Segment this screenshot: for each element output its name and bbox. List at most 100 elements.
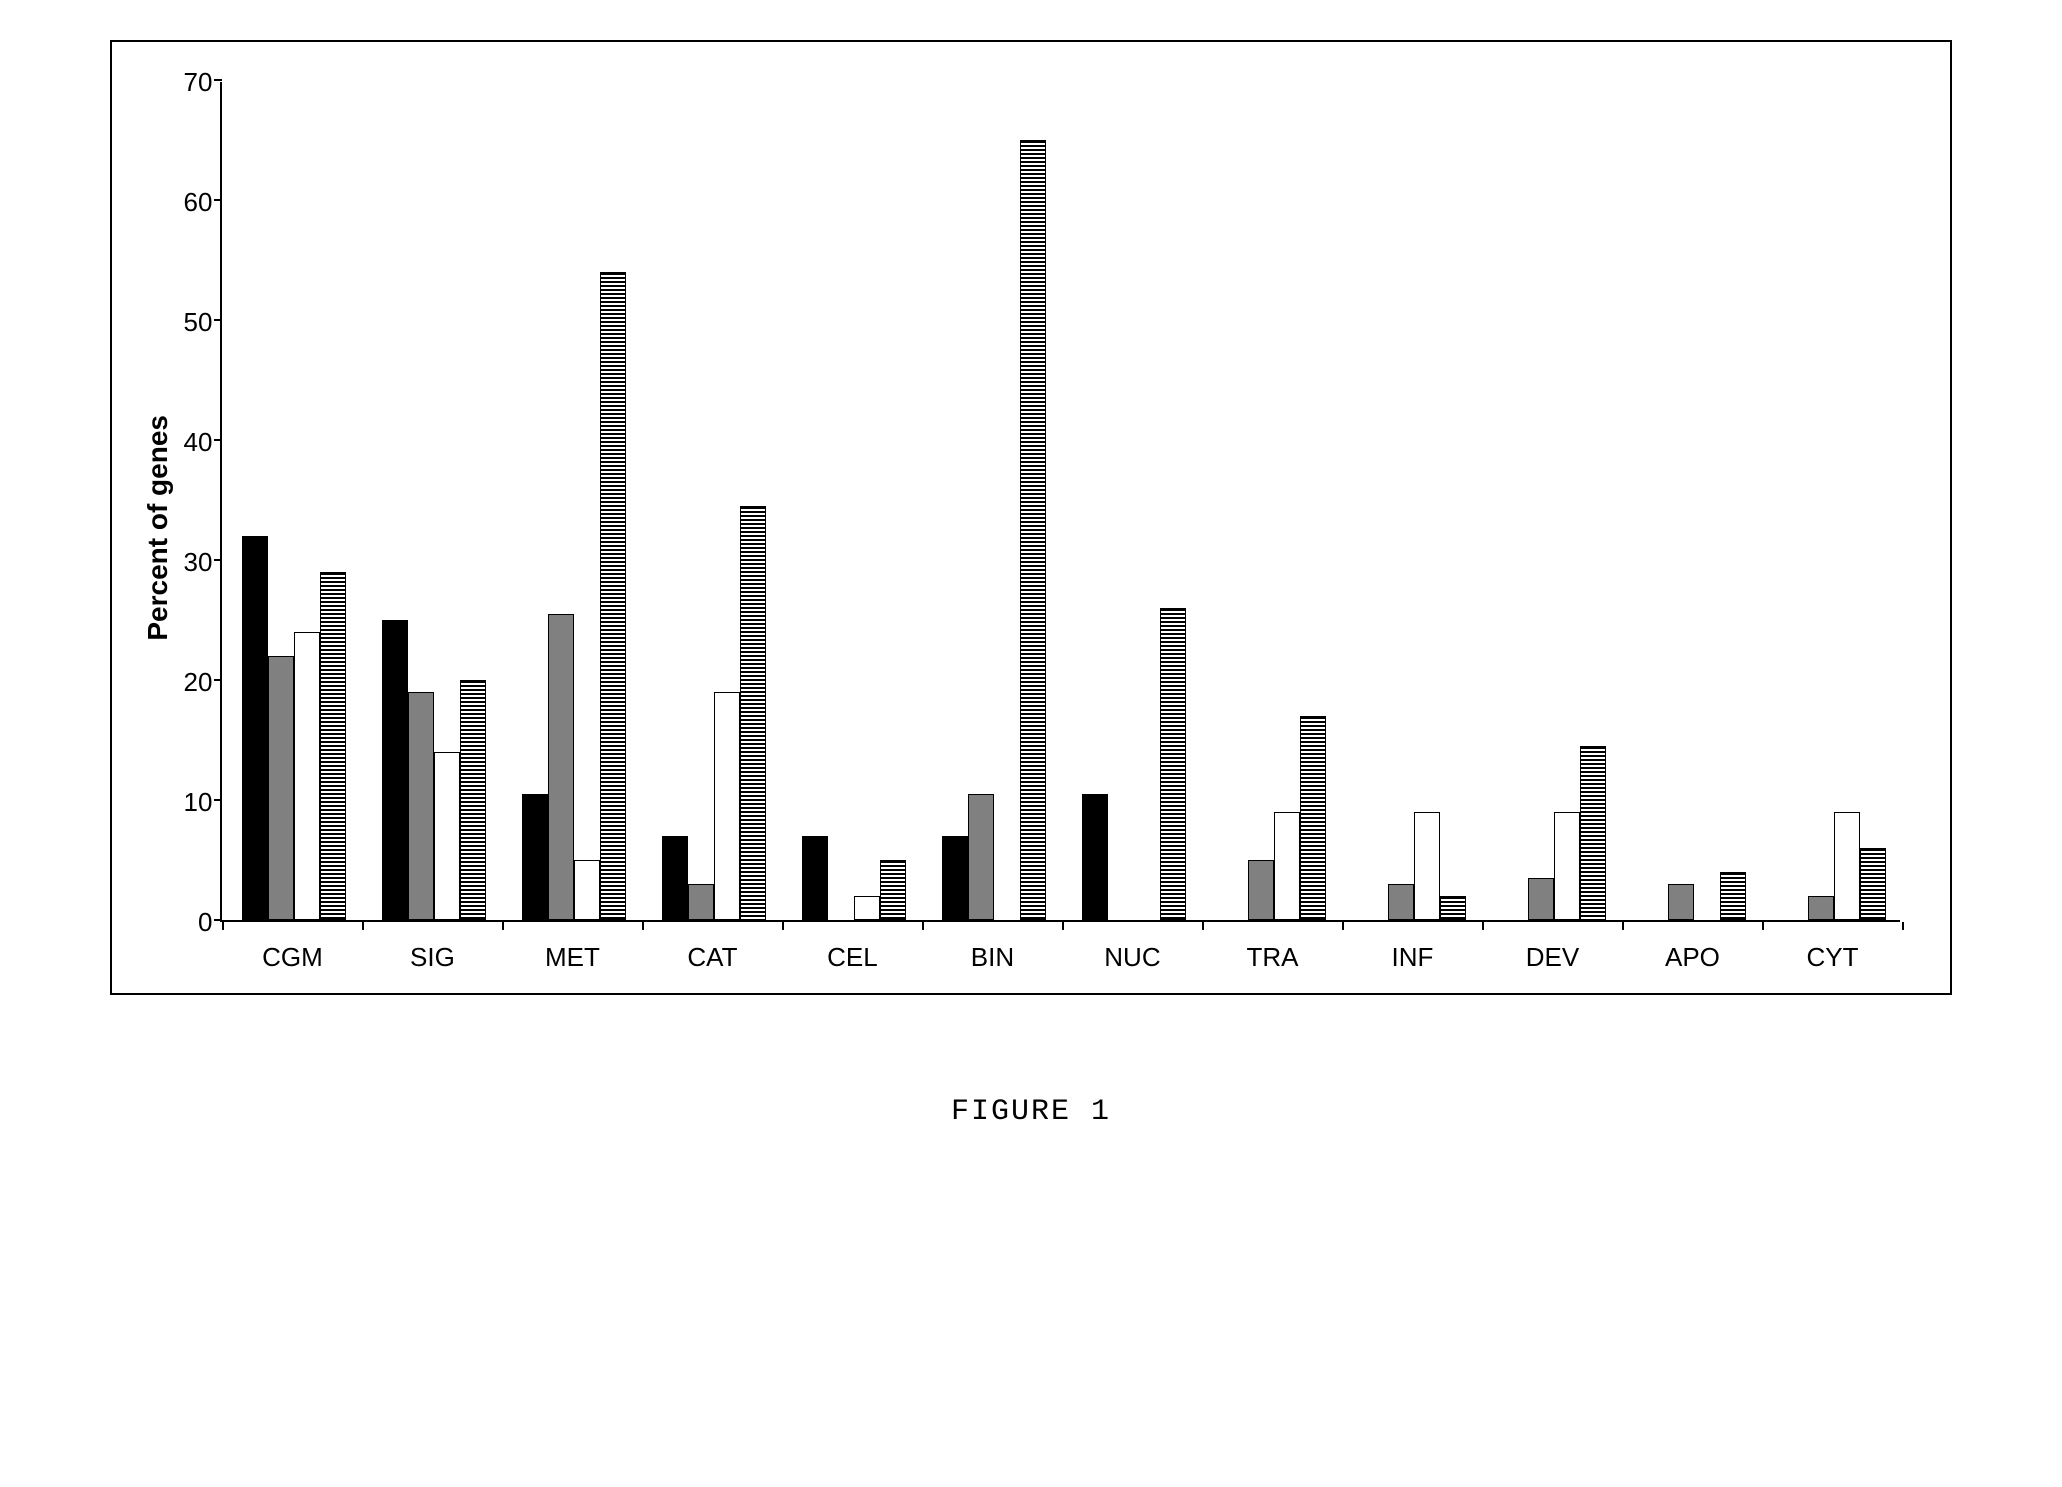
- chart-frame: Percent of genes 70 60 50 40 30 20 10 0 CGM SIG M…: [110, 40, 1953, 995]
- y-tick-mark: [214, 319, 222, 321]
- x-axis-label: CGM: [240, 942, 344, 973]
- bar-group: [1222, 82, 1326, 920]
- y-tick-label: 20: [184, 669, 213, 695]
- plot-wrapper: CGM SIG MET CAT CEL BIN NUC TRA INF DEV APO CYT: [220, 82, 1920, 973]
- x-tick-mark: [1062, 922, 1064, 930]
- bar: [1808, 896, 1834, 920]
- bar: [1300, 716, 1326, 920]
- bar: [460, 680, 486, 920]
- x-tick-mark: [1902, 922, 1904, 930]
- chart-area: Percent of genes 706050403020100 CGMSIGM…: [142, 82, 1921, 973]
- bar: [802, 836, 828, 920]
- bar-group: [242, 82, 346, 920]
- x-tick-mark: [502, 922, 504, 930]
- bar: [854, 896, 880, 920]
- bar: [382, 620, 408, 920]
- x-axis-label: NUC: [1080, 942, 1184, 973]
- bar: [320, 572, 346, 920]
- x-tick-mark: [1622, 922, 1624, 930]
- bar: [1248, 860, 1274, 920]
- x-axis-label: CYT: [1780, 942, 1884, 973]
- bar-group: [1782, 82, 1886, 920]
- x-tick-mark: [222, 922, 224, 930]
- y-tick-marks: [214, 82, 222, 920]
- x-axis-label: BIN: [940, 942, 1044, 973]
- y-tick-mark: [214, 79, 222, 81]
- x-axis-labels: CGM SIG MET CAT CEL BIN NUC TRA INF DEV APO CYT: [220, 942, 1920, 973]
- bar: [574, 860, 600, 920]
- bar: [294, 632, 320, 920]
- x-tick-marks: [220, 922, 1900, 930]
- y-tick-mark: [214, 679, 222, 681]
- y-axis-label: Percent of genes: [142, 415, 174, 641]
- plot-area: [220, 82, 1900, 922]
- y-tick-label: 0: [198, 909, 212, 935]
- x-tick-mark: [922, 922, 924, 930]
- bar-group: [1082, 82, 1186, 920]
- y-tick-label: 40: [184, 429, 213, 455]
- y-tick-mark: [214, 439, 222, 441]
- bar-group: [942, 82, 1046, 920]
- x-axis-label: SIG: [380, 942, 484, 973]
- y-tick-mark: [214, 559, 222, 561]
- bar-groups: [222, 82, 1922, 920]
- bar-group: [1362, 82, 1466, 920]
- bar: [1274, 812, 1300, 920]
- bar-group: [1642, 82, 1746, 920]
- bar-group: [1502, 82, 1606, 920]
- bar: [1834, 812, 1860, 920]
- y-tick-label: 10: [184, 789, 213, 815]
- bar: [740, 506, 766, 920]
- x-tick-mark: [782, 922, 784, 930]
- x-tick-mark: [1342, 922, 1344, 930]
- x-tick-mark: [642, 922, 644, 930]
- y-tick-label: 50: [184, 309, 213, 335]
- bar: [1082, 794, 1108, 920]
- bar: [662, 836, 688, 920]
- bar: [522, 794, 548, 920]
- x-axis-label: CAT: [660, 942, 764, 973]
- bar: [548, 614, 574, 920]
- bar: [1160, 608, 1186, 920]
- bar: [242, 536, 268, 920]
- x-axis-label: INF: [1360, 942, 1464, 973]
- y-tick-label: 60: [184, 189, 213, 215]
- y-tick-mark: [214, 919, 222, 921]
- x-tick-mark: [1762, 922, 1764, 930]
- bar: [1528, 878, 1554, 920]
- bar: [434, 752, 460, 920]
- bar: [968, 794, 994, 920]
- bar: [688, 884, 714, 920]
- bar: [880, 860, 906, 920]
- x-tick-mark: [362, 922, 364, 930]
- bar: [408, 692, 434, 920]
- y-tick-mark: [214, 799, 222, 801]
- bar: [268, 656, 294, 920]
- y-tick-mark: [214, 199, 222, 201]
- figure-caption: FIGURE 1: [951, 1095, 1111, 1129]
- bar: [1668, 884, 1694, 920]
- bar: [1414, 812, 1440, 920]
- bar: [1720, 872, 1746, 920]
- x-axis-label: MET: [520, 942, 624, 973]
- x-tick-mark: [1202, 922, 1204, 930]
- bar-group: [662, 82, 766, 920]
- y-tick-label: 30: [184, 549, 213, 575]
- bar: [942, 836, 968, 920]
- bar: [1440, 896, 1466, 920]
- x-tick-mark: [1482, 922, 1484, 930]
- bar-group: [802, 82, 906, 920]
- x-axis-label: TRA: [1220, 942, 1324, 973]
- bar: [600, 272, 626, 920]
- x-axis-label: APO: [1640, 942, 1744, 973]
- bar: [714, 692, 740, 920]
- bar: [1388, 884, 1414, 920]
- bar: [1554, 812, 1580, 920]
- bar: [1020, 140, 1046, 920]
- x-axis-label: CEL: [800, 942, 904, 973]
- x-axis-label: DEV: [1500, 942, 1604, 973]
- bar-group: [522, 82, 626, 920]
- bar-group: [382, 82, 486, 920]
- bar: [1580, 746, 1606, 920]
- y-tick-label: 70: [184, 69, 213, 95]
